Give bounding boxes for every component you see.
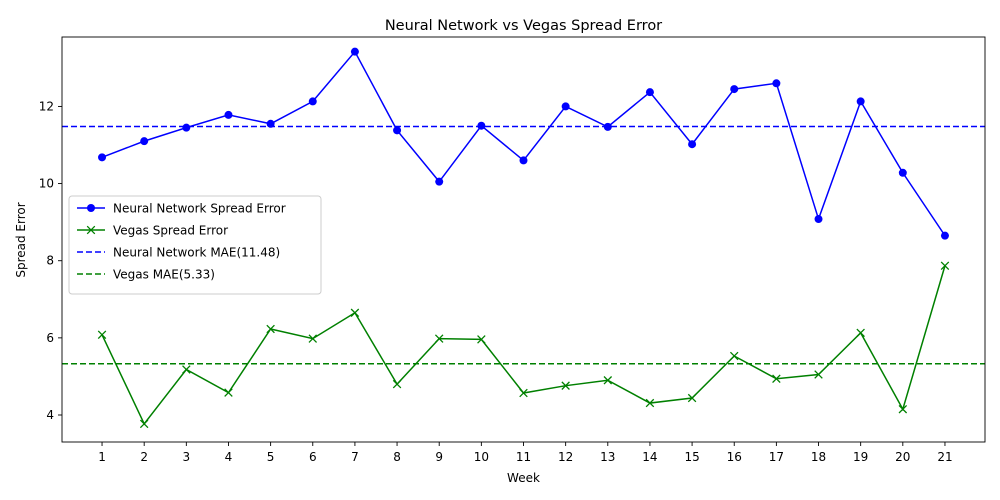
series-1-point-20 <box>940 261 950 270</box>
legend-entry-2: Neural Network MAE(11.48) <box>77 246 280 260</box>
x-tick-label-8: 9 <box>435 450 443 464</box>
series-1-point-2 <box>182 365 191 374</box>
y-tick-label-0: 4 <box>46 408 54 422</box>
x-tick-label-3: 4 <box>225 450 233 464</box>
x-tick-label-17: 18 <box>811 450 826 464</box>
x-tick-label-5: 6 <box>309 450 317 464</box>
legend: Neural Network Spread Error Vegas Spread … <box>68 195 322 295</box>
series-1-point-13 <box>645 398 655 408</box>
series-0-point-8 <box>435 177 444 186</box>
series-1-point-10 <box>519 388 528 398</box>
series-1 <box>97 261 950 429</box>
y-tick-label-4: 12 <box>39 99 54 113</box>
x-tick-label-20: 21 <box>937 450 952 464</box>
legend-box <box>68 195 322 295</box>
series-0-point-10 <box>519 156 528 165</box>
series-1-point-7 <box>392 379 402 389</box>
series-0-point-15 <box>730 85 739 94</box>
series-1-point-18 <box>856 328 865 338</box>
series-1-point-3 <box>224 388 233 397</box>
series-layer <box>97 47 950 429</box>
series-0-point-18 <box>856 97 865 106</box>
x-tick-label-1: 2 <box>140 450 148 464</box>
series-1-point-8 <box>434 334 444 343</box>
series-0-point-17 <box>814 215 823 224</box>
x-tick-label-19: 20 <box>895 450 910 464</box>
x-tick-label-2: 3 <box>183 450 191 464</box>
x-tick-label-10: 11 <box>516 450 531 464</box>
x-axis-title: Week <box>507 471 540 485</box>
x-tick-label-4: 5 <box>267 450 275 464</box>
series-0-point-0 <box>98 153 107 162</box>
legend-entry-0: Neural Network Spread Error <box>77 202 286 216</box>
legend-entry-3: Vegas MAE(5.33) <box>77 268 215 282</box>
legend-label-3: Vegas MAE(5.33) <box>113 268 215 282</box>
y-axis-title: Spread Error <box>14 202 28 277</box>
x-tick-label-18: 19 <box>853 450 868 464</box>
series-1-point-5 <box>308 334 318 343</box>
legend-marker-1 <box>86 225 96 235</box>
series-1-point-6 <box>350 308 360 318</box>
x-tick-label-14: 15 <box>684 450 699 464</box>
series-1-point-9 <box>477 335 486 344</box>
chart-title: Neural Network vs Vegas Spread Error <box>385 18 662 34</box>
series-0-point-7 <box>393 126 402 135</box>
series-1-point-11 <box>561 381 570 390</box>
series-0-point-9 <box>477 121 486 130</box>
series-1-point-0 <box>97 330 107 340</box>
series-0-point-11 <box>561 102 570 111</box>
series-0-point-19 <box>898 168 907 177</box>
series-0-point-4 <box>266 119 275 128</box>
x-tick-label-12: 13 <box>600 450 615 464</box>
y-tick-label-2: 8 <box>46 254 54 268</box>
series-1-point-17 <box>814 370 823 379</box>
x-tick-label-6: 7 <box>351 450 359 464</box>
legend-marker-0 <box>87 204 95 212</box>
legend-entry-1: Vegas Spread Error <box>77 224 228 238</box>
series-0-point-14 <box>688 140 697 149</box>
series-1-point-12 <box>603 376 613 385</box>
y-tick-label-1: 6 <box>46 331 54 345</box>
series-0-point-6 <box>350 47 359 56</box>
x-tick-label-15: 16 <box>727 450 742 464</box>
series-0-point-2 <box>182 123 191 132</box>
series-0 <box>98 47 949 240</box>
x-tick-label-0: 1 <box>98 450 106 464</box>
series-0-point-5 <box>308 97 317 106</box>
series-1-point-19 <box>898 404 908 414</box>
series-1-point-1 <box>139 419 149 429</box>
series-0-point-16 <box>772 79 781 88</box>
x-tick-label-13: 14 <box>642 450 657 464</box>
series-1-point-15 <box>729 351 739 361</box>
x-tick-label-7: 8 <box>393 450 401 464</box>
legend-label-1: Vegas Spread Error <box>113 224 228 238</box>
series-1-point-14 <box>687 393 697 403</box>
series-1-point-4 <box>266 324 275 334</box>
x-tick-label-9: 10 <box>474 450 489 464</box>
series-0-point-1 <box>140 137 149 146</box>
series-0-point-13 <box>645 88 654 97</box>
legend-label-0: Neural Network Spread Error <box>113 202 286 216</box>
reference-lines <box>62 125 985 365</box>
series-1-point-16 <box>772 374 781 384</box>
series-0-point-3 <box>224 110 233 119</box>
y-tick-label-3: 10 <box>39 177 54 191</box>
series-0-point-20 <box>940 231 949 240</box>
x-tick-label-11: 12 <box>558 450 573 464</box>
series-0-point-12 <box>603 122 612 131</box>
legend-label-2: Neural Network MAE(11.48) <box>113 246 280 260</box>
x-tick-label-16: 17 <box>769 450 784 464</box>
